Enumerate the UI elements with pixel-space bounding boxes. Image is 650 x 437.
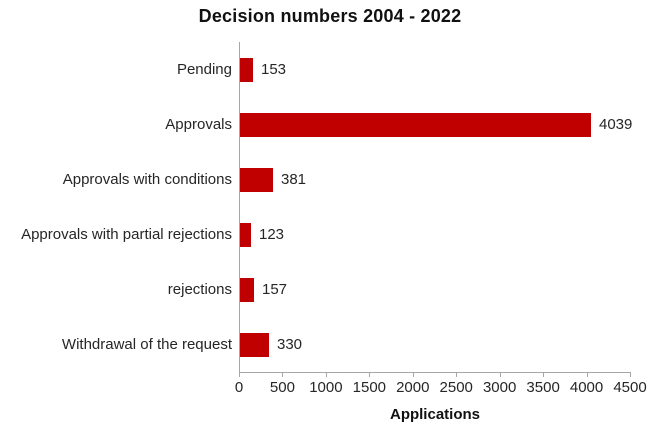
x-tick	[282, 372, 284, 377]
x-tick-label: 4000	[569, 379, 604, 396]
x-tick	[630, 372, 631, 377]
x-tick	[586, 372, 588, 377]
x-tick-label: 2000	[396, 379, 430, 396]
chart-title: Decision numbers 2004 - 2022	[198, 6, 462, 26]
x-tick-label: 1500	[352, 379, 387, 396]
x-tick	[412, 372, 414, 377]
x-tick	[499, 372, 501, 377]
value-label: 381	[281, 171, 307, 188]
y-axis-line	[239, 42, 240, 373]
bar	[240, 167, 273, 192]
bar	[240, 112, 591, 137]
x-tick	[369, 372, 371, 377]
value-label: 153	[261, 61, 287, 78]
category-label: Pending	[176, 61, 232, 78]
x-tick-label: 1000	[309, 379, 343, 396]
value-label: 123	[259, 226, 285, 243]
category-label: Approvals with conditions	[62, 171, 232, 188]
category-label: rejections	[167, 281, 232, 298]
x-tick-label: 0	[234, 379, 244, 396]
bar	[240, 57, 253, 82]
x-axis-line	[239, 372, 631, 373]
x-tick-label: 3500	[526, 379, 560, 396]
bar	[240, 222, 251, 247]
x-axis-title: Applications	[389, 406, 480, 423]
x-tick	[543, 372, 545, 377]
x-tick	[456, 372, 458, 377]
category-label: Approvals	[165, 116, 232, 133]
x-tick-label: 500	[269, 379, 295, 396]
category-label: Approvals with partial rejections	[21, 226, 232, 243]
value-label: 330	[277, 336, 303, 353]
x-tick-label: 2500	[439, 379, 473, 396]
x-tick-label: 3000	[482, 379, 517, 396]
x-tick-label: 4500	[613, 379, 647, 396]
value-label: 4039	[599, 116, 633, 133]
x-tick	[325, 372, 327, 377]
value-label: 157	[262, 281, 288, 298]
bar	[240, 277, 254, 302]
category-label: Withdrawal of the request	[61, 336, 232, 353]
bar	[240, 332, 269, 357]
x-tick	[239, 372, 240, 377]
